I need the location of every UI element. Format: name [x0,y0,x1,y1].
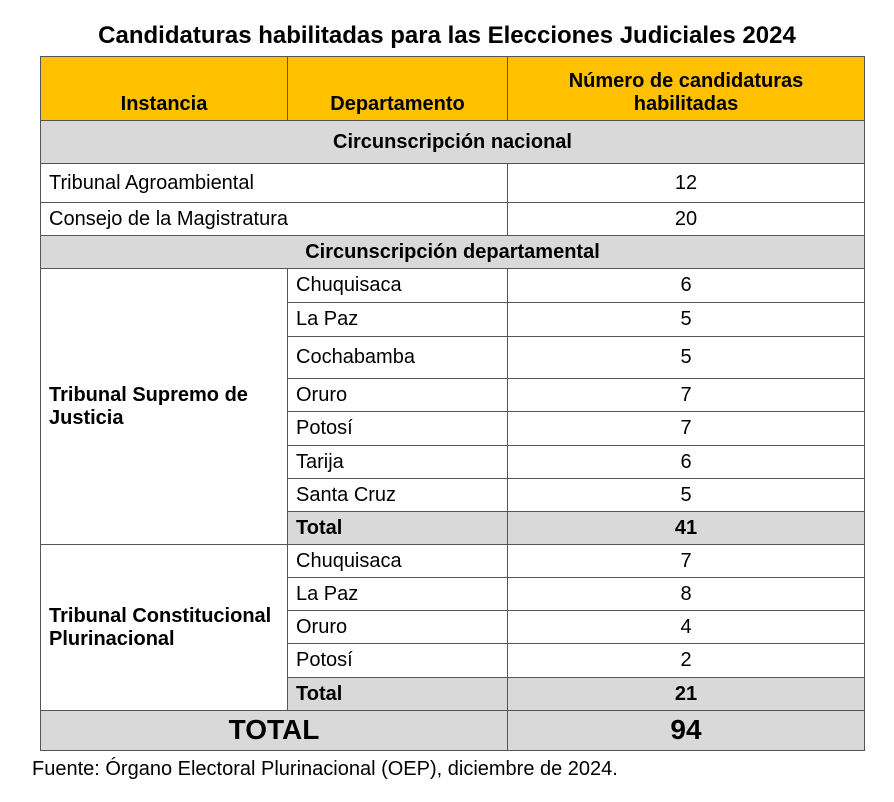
total-label: Total [287,511,508,545]
table-row: La Paz 8 [41,577,865,611]
count: 4 [507,610,865,644]
grand-total-label: TOTAL [40,710,508,751]
count: 7 [507,411,865,446]
departamento: La Paz [287,302,508,337]
total-label: Total [287,677,508,711]
table-body: Instancia Departamento Número de candidatu… [40,56,865,751]
table-row: Instancia Departamento Número de candidatu… [40,56,865,121]
departamento: Potosí [287,643,508,678]
departamento: Oruro [287,378,508,412]
instancia: Tribunal Agroambiental [40,163,508,203]
count: 5 [507,478,865,512]
count: 8 [507,577,865,611]
count: 7 [507,378,865,412]
column-header: Instancia [40,56,288,121]
table: Instancia Departamento Número de candidatu… [40,56,865,751]
table-row: Total 21 [41,677,865,711]
departamento: Santa Cruz [287,478,508,512]
table-row: Tribunal Supremo de Justicia Chuquisaca 6 [40,268,865,545]
count: 12 [507,163,865,203]
source: Fuente: Órgano Electoral Plurinacional (… [32,758,618,780]
grand-total-value: 94 [507,710,865,751]
section-heading: Circunscripción nacional [40,120,865,164]
departamento: Cochabamba [287,336,508,379]
table-row: La Paz 5 [41,302,865,337]
column-header: Departamento [287,56,508,121]
departamento: Chuquisaca [287,544,508,578]
table-row: Consejo de la Magistratura 20 [40,202,865,236]
total-count: 41 [507,511,865,545]
count: 5 [507,336,865,379]
table-row: Oruro 7 [41,378,865,412]
table-row: Potosí 2 [41,643,865,678]
table-row: TOTAL 94 [40,710,865,751]
instancia: Tribunal Supremo de Justicia [40,268,288,545]
table-row: Oruro 4 [41,610,865,644]
departamento: La Paz [287,577,508,611]
count: 20 [507,202,865,236]
departamento: Oruro [287,610,508,644]
count: 5 [507,302,865,337]
count: 2 [507,643,865,678]
departamento: Potosí [287,411,508,446]
table-row: Tribunal Agroambiental 12 [40,163,865,203]
column-header: Número de candidaturas habilitadas [507,56,865,121]
instancia: Consejo de la Magistratura [40,202,508,236]
count: 7 [507,544,865,578]
total-count: 21 [507,677,865,711]
count: 6 [507,268,865,303]
section-heading: Circunscripción departamental [40,235,865,269]
departamento: Chuquisaca [287,268,508,303]
table-row: Tribunal Constitucional Plurinacional Chu… [40,544,865,711]
table-row: Circunscripción departamental [40,235,865,269]
table-row: Circunscripción nacional [40,120,865,164]
departamento: Tarija [287,445,508,479]
title: Candidaturas habilitadas para las Elecci… [98,22,796,49]
count: 6 [507,445,865,479]
instancia: Tribunal Constitucional Plurinacional [40,544,288,711]
